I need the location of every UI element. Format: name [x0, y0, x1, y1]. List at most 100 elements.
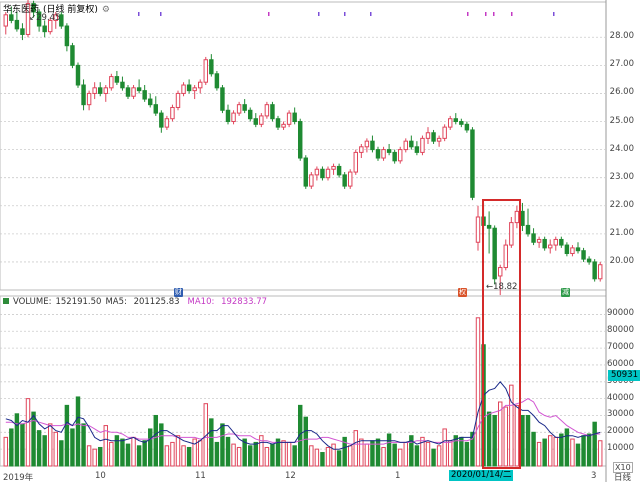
volume-bar — [336, 450, 342, 467]
candle-body — [92, 87, 97, 94]
volume-bar — [286, 441, 292, 467]
candle-body — [553, 238, 558, 246]
candle-body — [248, 109, 253, 120]
volume-bar — [225, 436, 231, 467]
volume-bar — [420, 436, 425, 467]
candle-body — [392, 151, 397, 162]
volume-bar — [36, 430, 42, 467]
volume-bar — [564, 428, 570, 467]
volume-bar — [392, 443, 397, 467]
volume-bar — [364, 443, 370, 467]
volume-bar — [192, 438, 197, 467]
ma5-line — [5, 381, 601, 450]
candle-body — [270, 104, 275, 120]
volume-bar — [375, 438, 381, 467]
volume-bar — [586, 433, 592, 467]
candle-body — [425, 132, 431, 139]
x-label-oct: 10 — [95, 471, 106, 481]
event-tick — [485, 12, 487, 16]
volume-bar — [348, 445, 353, 467]
candle-body — [531, 233, 536, 243]
volume-label: VOLUME: — [13, 297, 52, 307]
volume-bar — [398, 448, 403, 467]
candle-body — [570, 247, 575, 254]
selected-date[interactable]: 2020/01/14/二 — [449, 470, 514, 481]
candle-body — [514, 210, 520, 224]
candle-body — [236, 104, 242, 114]
volume-bar — [492, 414, 497, 467]
candle-body — [98, 87, 103, 94]
candle-body — [198, 81, 203, 89]
volume-bar — [170, 441, 175, 467]
volume-bar — [231, 443, 236, 467]
candle-body — [114, 76, 120, 83]
event-tick — [344, 12, 346, 16]
volume-bar — [342, 436, 347, 467]
event-tick — [370, 12, 372, 16]
volume-bar — [42, 435, 47, 467]
finance-badge[interactable]: 财 — [174, 288, 183, 297]
volume-bar — [142, 440, 147, 467]
candle-body — [48, 19, 53, 33]
volume-bar — [3, 436, 8, 467]
volume-unit: X10 — [613, 462, 633, 473]
candle-body — [203, 59, 209, 83]
volume-bar — [275, 438, 281, 467]
gear-icon[interactable]: ⚙ — [101, 5, 110, 15]
candle-body — [175, 92, 181, 108]
x-label-jan: 1 — [395, 471, 401, 481]
candle-body — [153, 104, 159, 114]
candle-body — [598, 264, 603, 280]
volume-bar — [264, 446, 270, 467]
candle-body — [275, 118, 281, 128]
candle-body — [548, 244, 553, 249]
candle-body — [281, 123, 286, 128]
volume-bar — [131, 436, 136, 467]
volume-bar — [442, 428, 447, 467]
volume-bar — [581, 435, 586, 467]
rights-badge[interactable]: 权 — [458, 288, 467, 297]
candle-body — [3, 14, 8, 27]
volume-bar — [425, 441, 431, 467]
volume-bar — [520, 414, 525, 467]
volume-bar — [459, 436, 464, 467]
ma10-label: MA10: 192833.77 — [187, 297, 268, 307]
volume-bar — [248, 445, 253, 467]
stock-name: 华东医药 — [3, 5, 40, 15]
price-tick-label: 25.00 — [609, 115, 634, 126]
candle-body — [381, 149, 386, 159]
volume-bar — [81, 423, 86, 467]
volume-bar — [64, 404, 70, 467]
candle-body — [264, 104, 270, 117]
candle-body — [364, 140, 370, 148]
volume-bar — [209, 418, 214, 467]
volume-bar — [164, 445, 170, 467]
candle-body — [42, 25, 47, 33]
price-tick-label: 27.00 — [609, 59, 634, 70]
period-switch[interactable]: 日线 — [614, 473, 632, 483]
candle-body — [475, 216, 481, 243]
candle-body — [142, 90, 147, 100]
candle-body — [131, 87, 136, 97]
candle-body — [359, 146, 364, 153]
event-tick — [467, 12, 469, 16]
volume-bar — [570, 438, 575, 467]
candle-body — [542, 238, 547, 249]
volume-bar — [148, 428, 153, 467]
volume-bar — [153, 414, 159, 467]
reduce-badge[interactable]: 减 — [561, 288, 570, 297]
volume-bar — [181, 445, 186, 467]
volume-tick-label: 90000 — [606, 308, 634, 319]
price-tick-label: 24.00 — [609, 143, 634, 154]
candle-body — [109, 76, 114, 89]
x-label-nov: 11 — [195, 471, 206, 481]
candle-body — [575, 247, 581, 252]
volume-color-icon — [3, 298, 9, 304]
candle-body — [181, 84, 186, 94]
volume-tick-label: 30000 — [606, 409, 634, 420]
volume-bar — [75, 396, 81, 467]
volume-bar — [242, 438, 247, 467]
volume-bar — [431, 448, 436, 467]
